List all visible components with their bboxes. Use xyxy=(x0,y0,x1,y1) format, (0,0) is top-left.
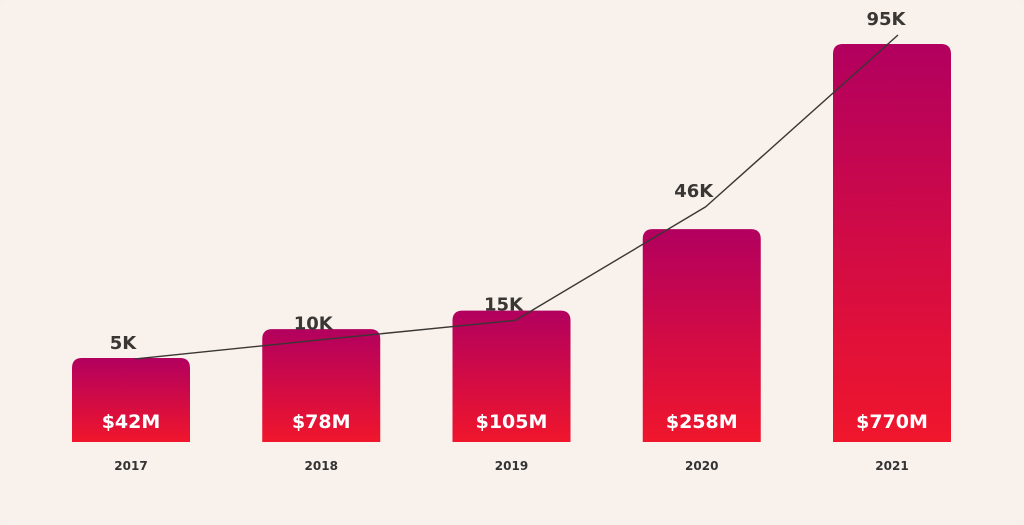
bar-value-label: $258M xyxy=(666,411,738,433)
bar-2017 xyxy=(72,358,190,442)
bar-value-label: $770M xyxy=(856,411,928,433)
bar-2020 xyxy=(642,229,761,442)
line-value-label: 95K xyxy=(867,9,907,30)
bar-2018 xyxy=(262,329,381,442)
bar-value-label: $78M xyxy=(292,411,351,433)
line-value-label: 15K xyxy=(484,294,524,315)
line-value-label: 5K xyxy=(110,333,138,354)
x-tick-label: 2018 xyxy=(305,459,338,473)
x-tick-label: 2020 xyxy=(685,459,718,473)
bar-2021 xyxy=(833,44,951,442)
x-tick-label: 2019 xyxy=(495,459,528,473)
bar-value-label: $105M xyxy=(476,411,548,433)
bar-value-label: $42M xyxy=(102,411,161,433)
line-value-label: 46K xyxy=(674,181,714,202)
line-value-label: 10K xyxy=(294,313,334,334)
x-tick-label: 2021 xyxy=(875,459,908,473)
bar-2019 xyxy=(452,310,571,442)
x-tick-label: 2017 xyxy=(114,459,147,473)
